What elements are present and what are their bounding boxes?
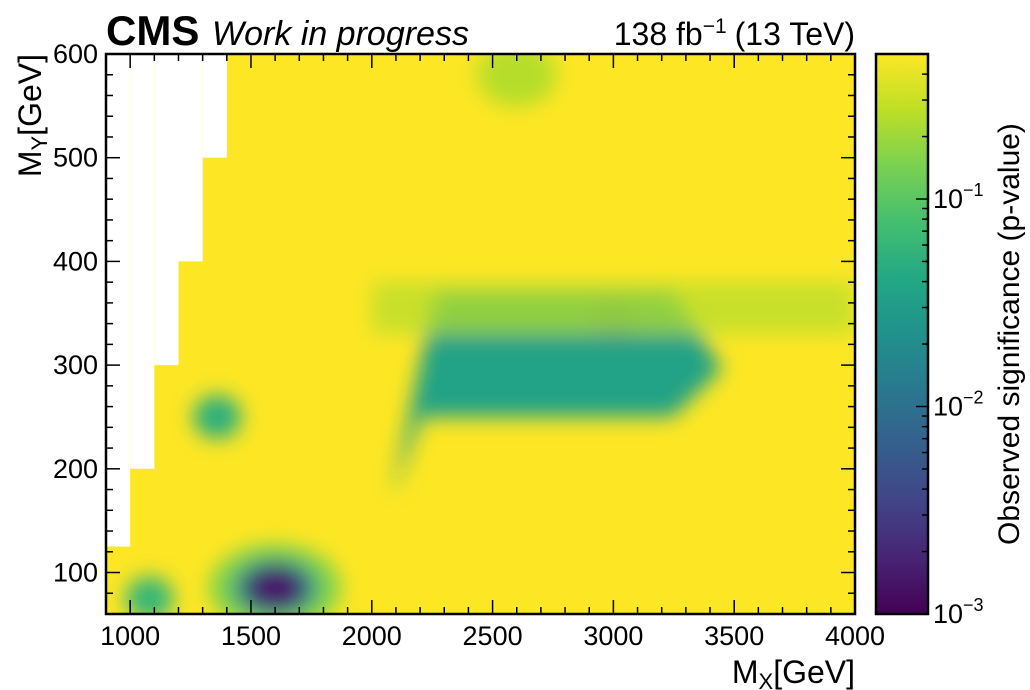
heatmap-cell-5 xyxy=(371,282,855,334)
x-axis-unit: [GeV] xyxy=(773,654,855,690)
y-tick-label: 300 xyxy=(53,350,98,380)
y-axis-title: MY[GeV] xyxy=(12,54,52,177)
colorbar-tick-label: 10−2 xyxy=(933,388,984,422)
excluded-region xyxy=(106,54,227,547)
x-tick-label: 4000 xyxy=(825,621,885,651)
x-tick-label: 1500 xyxy=(221,621,281,651)
x-axis-main: M xyxy=(732,654,759,690)
excluded-step-2 xyxy=(154,54,179,366)
heatmap-cell-4 xyxy=(193,394,242,439)
y-axis-main: M xyxy=(12,151,48,178)
y-axis-sub: Y xyxy=(27,136,52,151)
colorbar xyxy=(874,52,930,616)
x-tick-label: 2000 xyxy=(342,621,402,651)
experiment-label: CMS xyxy=(106,7,199,54)
x-tick-label: 2500 xyxy=(463,621,523,651)
x-axis-sub: X xyxy=(759,669,774,690)
status-label: Work in progress xyxy=(212,15,469,53)
y-axis-unit: [GeV] xyxy=(12,54,48,136)
lumi-value: 138 fb xyxy=(614,16,703,52)
heatmap-cell-3 xyxy=(125,576,174,614)
excluded-step-4 xyxy=(202,54,227,158)
heatmap-cells xyxy=(125,54,855,614)
y-tick-label: 500 xyxy=(53,143,98,173)
y-tick-label: 200 xyxy=(53,454,98,484)
heatmap-cell-2 xyxy=(245,566,306,611)
axis-ticks: 1000 1500 2000 2500 3000 3500 4000 100 200 300 400… xyxy=(53,39,885,651)
colorbar-tick-label: 10−3 xyxy=(933,595,984,629)
x-tick-label: 3000 xyxy=(583,621,643,651)
colorbar-tick-label: 10−1 xyxy=(933,180,984,214)
x-tick-label: 3500 xyxy=(704,621,764,651)
y-tick-label: 100 xyxy=(53,558,98,588)
colorbar-ticks: 10−1 10−2 10−3 xyxy=(916,53,984,629)
energy-value: (13 TeV) xyxy=(735,16,855,52)
x-tick-label: 1000 xyxy=(100,621,160,651)
x-axis-title: MX[GeV] xyxy=(732,654,855,690)
lumi-label: 138 fb−1 (13 TeV) xyxy=(614,15,855,52)
y-tick-label: 400 xyxy=(53,246,98,276)
plot-frame xyxy=(104,52,857,616)
excluded-step-0 xyxy=(106,54,131,547)
lumi-exponent: −1 xyxy=(703,15,727,38)
heatmap-cell-6 xyxy=(476,54,557,107)
excluded-step-3 xyxy=(178,54,203,262)
colorbar-label: Observed significance (p-value) xyxy=(993,123,1026,545)
excluded-step-1 xyxy=(130,54,155,469)
heatmap-cell-0 xyxy=(391,292,723,497)
plot-area xyxy=(106,54,855,614)
y-tick-label: 600 xyxy=(53,39,98,69)
